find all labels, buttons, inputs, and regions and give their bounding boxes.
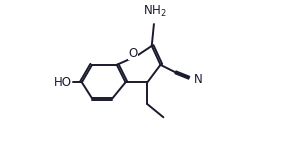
Text: O: O <box>128 47 138 60</box>
Text: HO: HO <box>54 76 72 89</box>
Text: NH$_2$: NH$_2$ <box>143 4 166 19</box>
Text: N: N <box>194 73 203 86</box>
